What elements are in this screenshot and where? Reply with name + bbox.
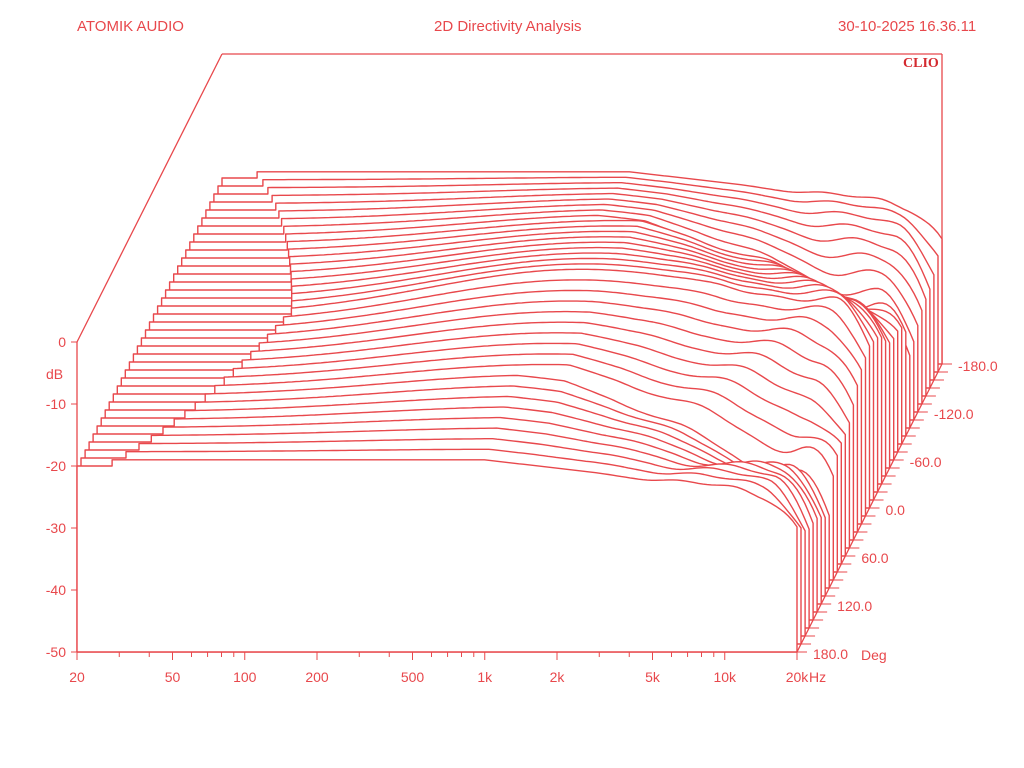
x-tick-label: 200 bbox=[305, 669, 329, 685]
z-tick-label: -180.0 bbox=[958, 358, 998, 374]
z-tick-label: 0.0 bbox=[886, 502, 906, 518]
z-axis-unit-label: Deg bbox=[861, 647, 887, 663]
y-axis-ticks: 0 -10 -20 -30 -40 -50 bbox=[46, 334, 77, 660]
x-tick-label: 2k bbox=[550, 669, 566, 685]
waterfall-traces bbox=[76, 171, 943, 653]
z-tick-label: 120.0 bbox=[837, 598, 872, 614]
y-tick-label: -10 bbox=[46, 396, 66, 412]
z-tick-label: -60.0 bbox=[910, 454, 942, 470]
x-axis-ticks: 20 50 100 200 500 1k 2k 5k 10k 20k bbox=[69, 652, 809, 685]
z-tick-label: -120.0 bbox=[934, 406, 974, 422]
y-tick-label: -20 bbox=[46, 458, 66, 474]
header-timestamp: 30-10-2025 16.36.11 bbox=[838, 18, 977, 35]
x-tick-label: 5k bbox=[645, 669, 661, 685]
x-tick-label: 10k bbox=[713, 669, 737, 685]
z-tick-label: 60.0 bbox=[861, 550, 888, 566]
x-tick-label: 50 bbox=[165, 669, 181, 685]
header-brand-text: ATOMIK AUDIO bbox=[77, 18, 184, 35]
frame-depth-edge bbox=[76, 53, 223, 343]
x-tick-label: 20k bbox=[786, 669, 810, 685]
x-tick-label: 500 bbox=[401, 669, 425, 685]
z-axis-ticks: 180.0 120.0 60.0 0.0 -60.0 -120.0 -180.0 bbox=[797, 358, 998, 662]
y-axis-unit-label: dB bbox=[46, 366, 63, 382]
clio-brand-mark: CLIO bbox=[903, 56, 939, 71]
y-tick-label: -40 bbox=[46, 582, 66, 598]
x-tick-label: 20 bbox=[69, 669, 85, 685]
y-tick-label: -30 bbox=[46, 520, 66, 536]
z-tick-label: 180.0 bbox=[813, 646, 848, 662]
x-tick-label: 1k bbox=[477, 669, 493, 685]
y-tick-label: 0 bbox=[58, 334, 66, 350]
directivity-trace bbox=[76, 459, 798, 653]
x-tick-label: 100 bbox=[233, 669, 257, 685]
chart-title: 2D Directivity Analysis bbox=[434, 18, 582, 35]
x-axis-unit-label: Hz bbox=[809, 669, 826, 685]
y-tick-label: -50 bbox=[46, 644, 66, 660]
